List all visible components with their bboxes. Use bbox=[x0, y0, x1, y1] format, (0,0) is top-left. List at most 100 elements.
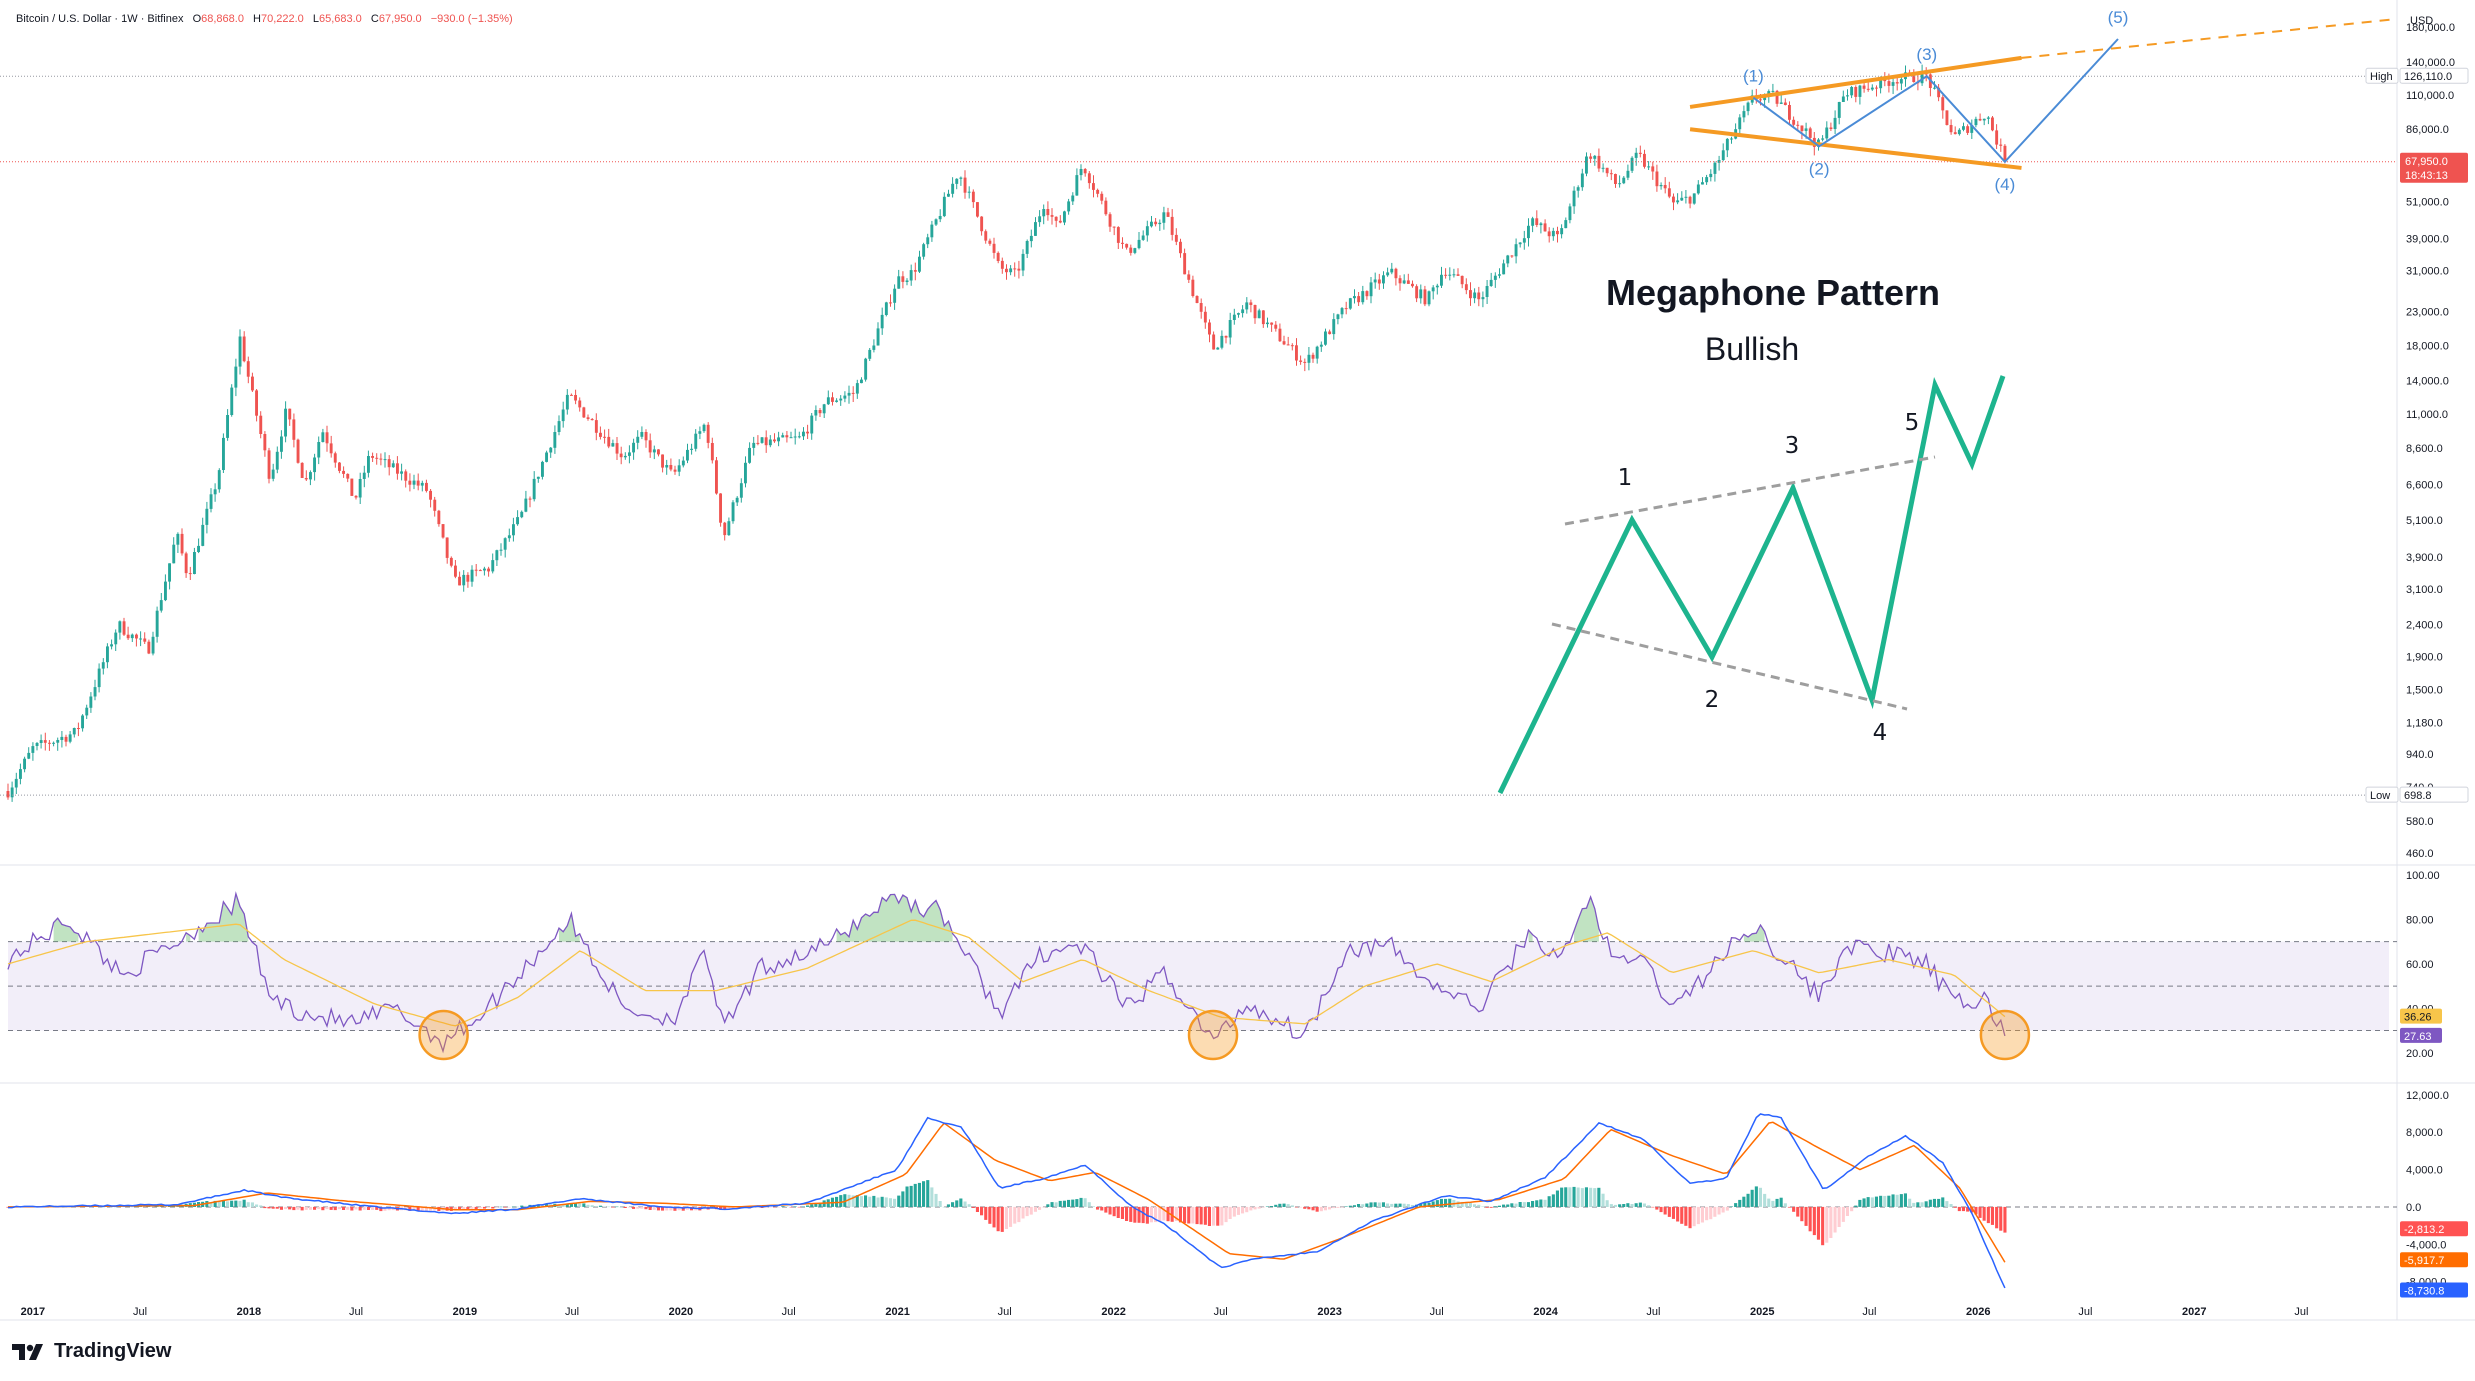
candle-up bbox=[744, 462, 747, 484]
rsi-ma-line bbox=[7, 919, 2006, 1027]
candle-up bbox=[1514, 244, 1518, 257]
macd-histogram-bar bbox=[1547, 1196, 1551, 1207]
candle-down bbox=[1191, 279, 1195, 296]
macd-histogram-bar bbox=[1166, 1206, 1170, 1222]
candle-up bbox=[1804, 128, 1808, 131]
candle-up bbox=[1373, 279, 1377, 283]
macd-histogram-bar bbox=[1029, 1206, 1033, 1215]
price-tick-label: 8,600.0 bbox=[2406, 443, 2443, 455]
candle-up bbox=[1879, 77, 1883, 89]
candle-down bbox=[1170, 216, 1174, 235]
candle-up bbox=[1431, 287, 1435, 292]
macd-histogram-bar bbox=[1526, 1202, 1530, 1207]
candle-up bbox=[1067, 201, 1071, 212]
macd-histogram-bar bbox=[888, 1198, 892, 1207]
rsi-overbought-fill bbox=[836, 894, 953, 942]
macd-histogram-bar bbox=[1377, 1202, 1381, 1207]
macd-histogram-bar bbox=[1096, 1206, 1100, 1210]
open-label: O bbox=[193, 13, 202, 25]
macd-histogram-bar bbox=[1116, 1206, 1120, 1218]
candle-down bbox=[1597, 155, 1601, 169]
candle-up bbox=[209, 494, 213, 509]
macd-histogram-bar bbox=[1336, 1206, 1340, 1208]
time-tick-label: 2017 bbox=[21, 1306, 45, 1318]
candle-up bbox=[1841, 96, 1845, 102]
macd-histogram-bar bbox=[797, 1206, 801, 1208]
macd-histogram-bar bbox=[988, 1206, 992, 1224]
candle-down bbox=[913, 270, 917, 272]
macd-histogram-bar bbox=[1734, 1203, 1738, 1207]
macd-histogram-bar bbox=[1178, 1206, 1182, 1223]
candle-up bbox=[1025, 241, 1029, 254]
macd-histogram-bar bbox=[1481, 1206, 1485, 1207]
candle-up bbox=[1846, 95, 1849, 97]
candle-up bbox=[1692, 193, 1696, 204]
candle-down bbox=[661, 454, 664, 468]
candle-up bbox=[905, 280, 909, 282]
candle-down bbox=[669, 465, 673, 470]
macd-histogram-bar bbox=[1386, 1203, 1390, 1207]
candle-down bbox=[1311, 354, 1315, 359]
macd-histogram-bar bbox=[1999, 1206, 2003, 1231]
price-axis[interactable]: 180,000.0 140,000.0 110,000.0 86,000.0 51,00… bbox=[2406, 22, 2455, 1289]
candle-down bbox=[971, 191, 975, 203]
macd-histogram-bar bbox=[636, 1206, 640, 1209]
candle-down bbox=[246, 361, 250, 377]
macd-line bbox=[8, 1113, 2006, 1289]
macd-histogram-bar bbox=[926, 1180, 930, 1207]
macd-histogram-bar bbox=[1647, 1205, 1651, 1207]
rsi-overbought-fill bbox=[559, 913, 580, 942]
schematic-wave-label: 5 bbox=[1905, 410, 1920, 436]
macd-histogram-bar bbox=[1290, 1205, 1294, 1207]
candle-down bbox=[988, 240, 992, 244]
macd-histogram-bar bbox=[1183, 1206, 1187, 1224]
candle-down bbox=[992, 243, 996, 253]
macd-histogram-bar bbox=[242, 1199, 246, 1207]
macd-histogram-bar bbox=[569, 1203, 573, 1207]
rsi-tick-label: 80.00 bbox=[2406, 914, 2434, 926]
candle-up bbox=[1237, 313, 1240, 315]
price-tick-label: 2,400.0 bbox=[2406, 619, 2443, 631]
macd-histogram-bar bbox=[1228, 1206, 1232, 1219]
candle-up bbox=[72, 728, 76, 735]
macd-histogram-bar bbox=[1655, 1206, 1659, 1210]
time-axis[interactable]: 2017 Jul 2018 Jul 2019 Jul 2020 Jul 2021 Jul 2022 J… bbox=[21, 1306, 2309, 1318]
candle-up bbox=[1481, 297, 1485, 300]
candle-up bbox=[677, 465, 681, 472]
macd-histogram-bar bbox=[226, 1201, 230, 1207]
macd-tick-label: 4,000.0 bbox=[2406, 1165, 2443, 1177]
tradingview-logo[interactable]: TradingView bbox=[12, 1340, 171, 1363]
candle-down bbox=[1125, 243, 1129, 248]
candle-down bbox=[984, 231, 988, 241]
macd-histogram-bar bbox=[474, 1206, 478, 1210]
candle-down bbox=[1249, 302, 1253, 305]
rsi-pane[interactable] bbox=[7, 891, 2397, 1061]
candle-up bbox=[1307, 354, 1311, 363]
macd-histogram-bar bbox=[1328, 1206, 1332, 1210]
candle-down bbox=[1121, 242, 1124, 244]
candle-down bbox=[147, 641, 151, 654]
low-marker-label: Low bbox=[2370, 790, 2390, 802]
candle-up bbox=[1721, 150, 1725, 160]
macd-histogram-bar bbox=[1829, 1206, 1833, 1238]
candle-down bbox=[723, 522, 727, 536]
low-label: L bbox=[313, 13, 319, 25]
candle-up bbox=[781, 435, 785, 438]
oversold-circle-marker bbox=[418, 1009, 469, 1061]
elliott-wave-path bbox=[1752, 38, 2119, 164]
macd-histogram-bar bbox=[263, 1206, 267, 1209]
macd-histogram-bar bbox=[1187, 1206, 1191, 1224]
elliott-wave-label: (4) bbox=[1995, 175, 2016, 194]
macd-histogram-bar bbox=[801, 1206, 805, 1207]
macd-histogram-bar bbox=[1874, 1196, 1878, 1207]
macd-histogram-bar bbox=[963, 1201, 967, 1207]
macd-tick-label: -4,000.0 bbox=[2406, 1239, 2446, 1251]
macd-pane[interactable] bbox=[6, 1113, 2397, 1289]
price-pane[interactable]: (1) (2) (3) (4) (5) bbox=[0, 8, 2397, 802]
macd-histogram-bar bbox=[1920, 1202, 1924, 1207]
candle-down bbox=[1290, 345, 1294, 347]
macd-histogram-bar bbox=[1108, 1206, 1112, 1215]
macd-histogram-bar bbox=[1601, 1193, 1605, 1207]
macd-histogram-bar bbox=[1067, 1199, 1071, 1207]
